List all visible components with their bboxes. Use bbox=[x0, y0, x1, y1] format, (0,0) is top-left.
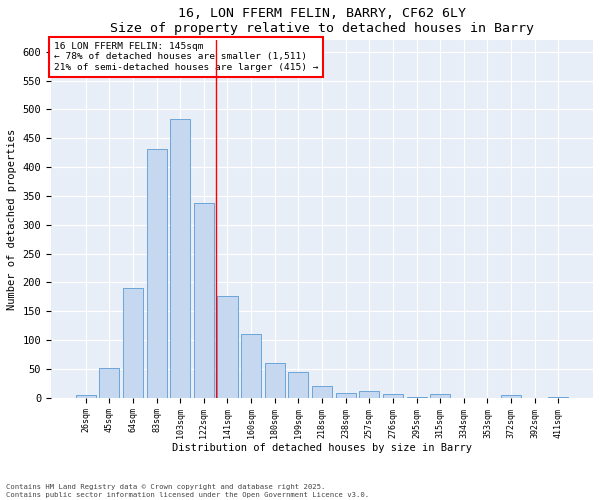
Bar bbox=[194, 203, 214, 398]
Bar bbox=[289, 372, 308, 398]
Bar bbox=[407, 396, 427, 398]
Title: 16, LON FFERM FELIN, BARRY, CF62 6LY
Size of property relative to detached house: 16, LON FFERM FELIN, BARRY, CF62 6LY Siz… bbox=[110, 7, 534, 35]
Y-axis label: Number of detached properties: Number of detached properties bbox=[7, 128, 17, 310]
Bar bbox=[312, 386, 332, 398]
Text: 16 LON FFERM FELIN: 145sqm
← 78% of detached houses are smaller (1,511)
21% of s: 16 LON FFERM FELIN: 145sqm ← 78% of deta… bbox=[53, 42, 318, 72]
Bar bbox=[335, 393, 356, 398]
Bar bbox=[170, 120, 190, 398]
Bar bbox=[99, 368, 119, 398]
Bar bbox=[217, 296, 238, 398]
Bar bbox=[383, 394, 403, 398]
Bar bbox=[76, 395, 96, 398]
Bar bbox=[501, 395, 521, 398]
Bar bbox=[548, 396, 568, 398]
Bar bbox=[359, 392, 379, 398]
Bar bbox=[241, 334, 261, 398]
Bar bbox=[265, 363, 285, 398]
Bar bbox=[146, 148, 167, 398]
Bar bbox=[430, 394, 450, 398]
X-axis label: Distribution of detached houses by size in Barry: Distribution of detached houses by size … bbox=[172, 443, 472, 453]
Bar bbox=[123, 288, 143, 398]
Text: Contains HM Land Registry data © Crown copyright and database right 2025.
Contai: Contains HM Land Registry data © Crown c… bbox=[6, 484, 369, 498]
